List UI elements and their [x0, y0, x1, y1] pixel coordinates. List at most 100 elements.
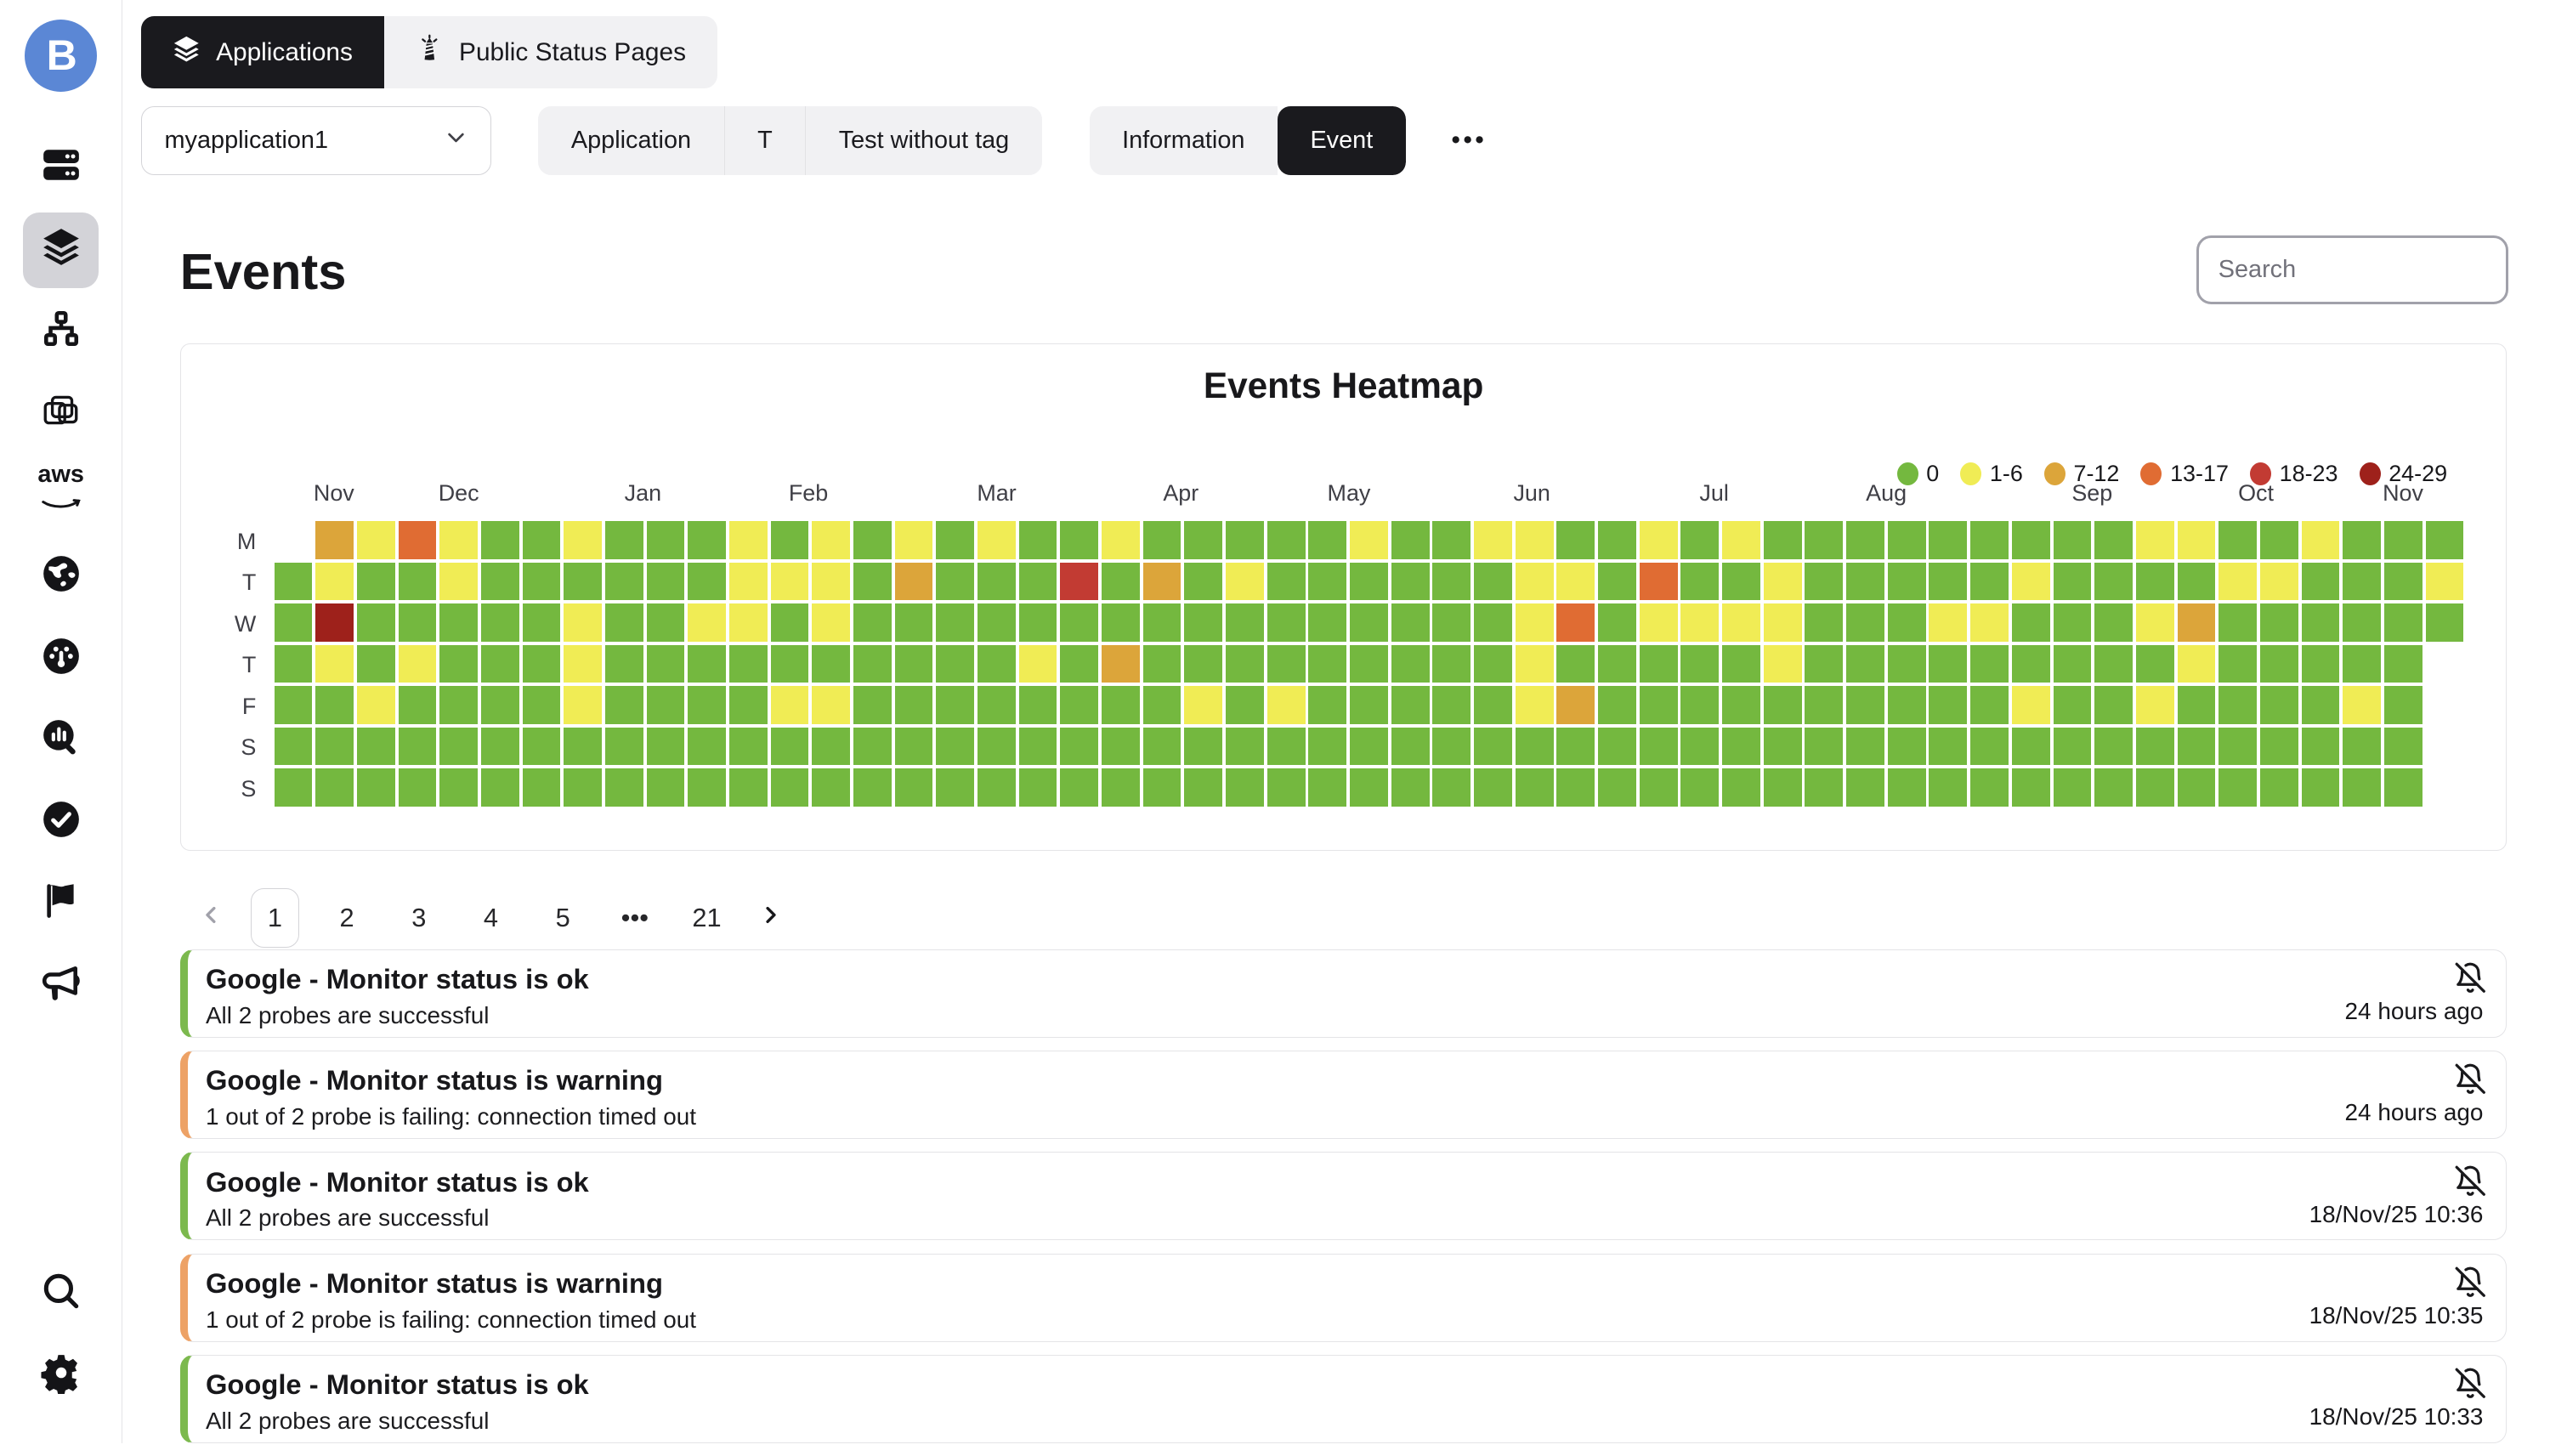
pagination-page-21[interactable]: 21	[692, 903, 722, 933]
heatmap-cell[interactable]	[1722, 686, 1760, 724]
heatmap-cell[interactable]	[1432, 562, 1471, 601]
heatmap-cell[interactable]	[564, 686, 603, 724]
heatmap-cell[interactable]	[770, 686, 809, 724]
heatmap-cell[interactable]	[1970, 562, 2009, 601]
heatmap-cell[interactable]	[770, 727, 809, 766]
heatmap-cell[interactable]	[2094, 603, 2133, 642]
heatmap-cell[interactable]	[1680, 644, 1720, 683]
heatmap-cell[interactable]	[812, 603, 851, 642]
heatmap-cell[interactable]	[274, 686, 313, 724]
sidebar-item-checks[interactable]	[23, 785, 99, 861]
heatmap-cell[interactable]	[1391, 603, 1430, 642]
heatmap-cell[interactable]	[1805, 686, 1844, 724]
heatmap-cell[interactable]	[1226, 603, 1264, 642]
heatmap-cell[interactable]	[1846, 768, 1884, 807]
heatmap-cell[interactable]	[2301, 603, 2340, 642]
heatmap-cell[interactable]	[1970, 521, 2009, 559]
heatmap-cell[interactable]	[646, 521, 685, 559]
heatmap-cell[interactable]	[1598, 603, 1636, 642]
heatmap-cell[interactable]	[398, 727, 437, 766]
heatmap-cell[interactable]	[1556, 603, 1595, 642]
heatmap-cell[interactable]	[2053, 603, 2092, 642]
heatmap-cell[interactable]	[1680, 686, 1720, 724]
heatmap-cell[interactable]	[688, 644, 727, 683]
heatmap-cell[interactable]	[936, 768, 975, 807]
heatmap-cell[interactable]	[728, 768, 768, 807]
sidebar-item-metrics-explorer[interactable]	[23, 704, 99, 779]
heatmap-cell[interactable]	[728, 603, 768, 642]
heatmap-cell[interactable]	[646, 727, 685, 766]
heatmap-cell[interactable]	[1432, 686, 1471, 724]
heatmap-cell[interactable]	[480, 521, 519, 559]
heatmap-cell[interactable]	[2301, 686, 2340, 724]
heatmap-cell[interactable]	[522, 768, 561, 807]
heatmap-cell[interactable]	[1680, 768, 1720, 807]
heatmap-cell[interactable]	[1970, 644, 2009, 683]
heatmap-cell[interactable]	[480, 603, 519, 642]
heatmap-cell[interactable]	[1266, 644, 1306, 683]
heatmap-cell[interactable]	[1929, 562, 1968, 601]
heatmap-cell[interactable]	[1391, 644, 1430, 683]
heatmap-cell[interactable]	[1226, 644, 1264, 683]
heatmap-cell[interactable]	[2011, 521, 2050, 559]
heatmap-cell[interactable]	[2177, 603, 2216, 642]
heatmap-cell[interactable]	[646, 686, 685, 724]
pagination-prev-button[interactable]	[184, 890, 239, 945]
heatmap-cell[interactable]	[1184, 686, 1223, 724]
heatmap-cell[interactable]	[1432, 521, 1471, 559]
heatmap-cell[interactable]	[564, 603, 603, 642]
pagination-next-button[interactable]	[743, 890, 798, 945]
heatmap-cell[interactable]	[894, 521, 933, 559]
heatmap-cell[interactable]	[2259, 768, 2298, 807]
heatmap-cell[interactable]	[2343, 521, 2382, 559]
heatmap-cell[interactable]	[2135, 603, 2174, 642]
heatmap-cell[interactable]	[646, 562, 685, 601]
heatmap-cell[interactable]	[1639, 644, 1678, 683]
heatmap-cell[interactable]	[2383, 603, 2422, 642]
heatmap-cell[interactable]	[1929, 521, 1968, 559]
heatmap-cell[interactable]	[853, 603, 892, 642]
heatmap-cell[interactable]	[1887, 768, 1926, 807]
heatmap-cell[interactable]	[1101, 644, 1140, 683]
heatmap-cell[interactable]	[1680, 521, 1720, 559]
heatmap-cell[interactable]	[2177, 686, 2216, 724]
heatmap-cell[interactable]	[315, 686, 354, 724]
heatmap-cell[interactable]	[977, 521, 1016, 559]
heatmap-cell[interactable]	[812, 768, 851, 807]
heatmap-cell[interactable]	[1846, 603, 1884, 642]
tag-tab-application[interactable]: Application	[538, 106, 724, 175]
heatmap-cell[interactable]	[1350, 644, 1388, 683]
heatmap-cell[interactable]	[936, 727, 975, 766]
heatmap-cell[interactable]	[977, 727, 1016, 766]
heatmap-cell[interactable]	[936, 686, 975, 724]
heatmap-cell[interactable]	[2053, 727, 2092, 766]
heatmap-cell[interactable]	[2053, 686, 2092, 724]
heatmap-cell[interactable]	[2177, 727, 2216, 766]
bell-off-icon[interactable]	[2454, 1367, 2487, 1400]
heatmap-cell[interactable]	[1846, 644, 1884, 683]
heatmap-cell[interactable]	[2425, 521, 2464, 559]
bell-off-icon[interactable]	[2454, 961, 2487, 994]
heatmap-cell[interactable]	[356, 686, 395, 724]
heatmap-cell[interactable]	[1929, 686, 1968, 724]
heatmap-cell[interactable]	[853, 562, 892, 601]
heatmap-cell[interactable]	[2094, 686, 2133, 724]
heatmap-cell[interactable]	[2301, 521, 2340, 559]
heatmap-cell[interactable]	[522, 562, 561, 601]
heatmap-cell[interactable]	[1598, 521, 1636, 559]
heatmap-cell[interactable]	[1805, 768, 1844, 807]
heatmap-cell[interactable]	[2343, 768, 2382, 807]
heatmap-cell[interactable]	[564, 644, 603, 683]
heatmap-cell[interactable]	[646, 644, 685, 683]
heatmap-cell[interactable]	[1556, 727, 1595, 766]
heatmap-cell[interactable]	[522, 603, 561, 642]
heatmap-cell[interactable]	[1391, 768, 1430, 807]
heatmap-cell[interactable]	[2094, 768, 2133, 807]
heatmap-cell[interactable]	[522, 727, 561, 766]
heatmap-cell[interactable]	[1474, 521, 1512, 559]
heatmap-cell[interactable]	[2301, 562, 2340, 601]
view-tab-information[interactable]: Information	[1089, 106, 1278, 175]
heatmap-cell[interactable]	[2259, 686, 2298, 724]
heatmap-cell[interactable]	[1391, 686, 1430, 724]
sidebar-item-public-probes[interactable]	[23, 540, 99, 615]
